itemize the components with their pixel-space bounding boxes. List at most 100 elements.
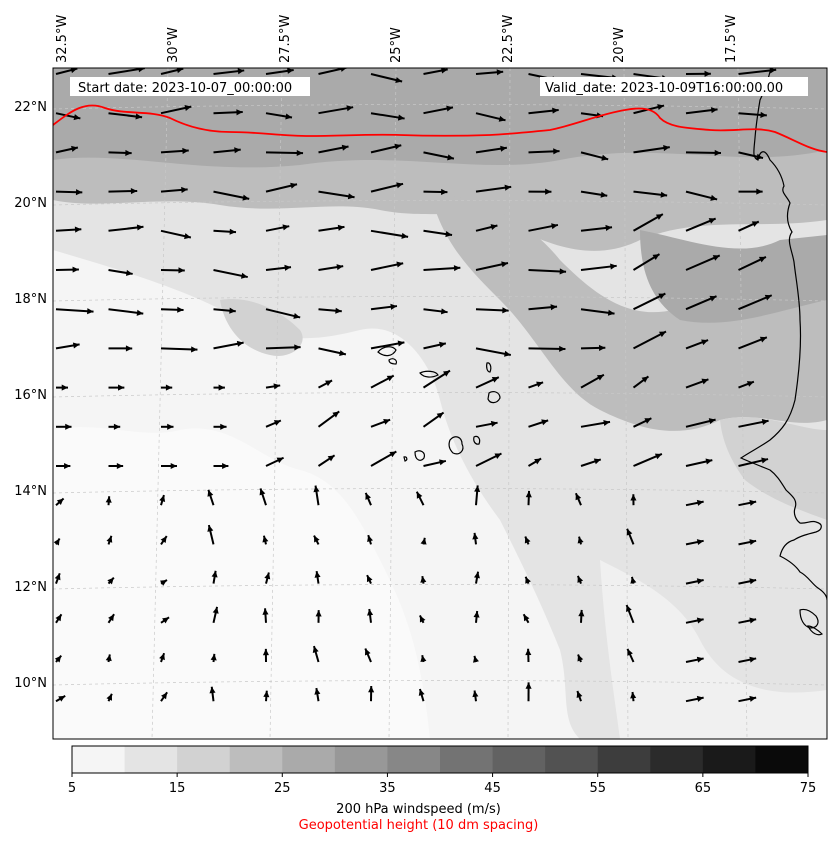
wind-arrow-head [420, 655, 427, 662]
map-frame [52, 67, 828, 740]
colorbar-swatch [282, 746, 336, 773]
wind-arrow-head [259, 488, 266, 496]
wind-arrow-head [473, 655, 479, 663]
wind-arrow-head [749, 617, 757, 624]
wind-arrow-head [276, 457, 284, 464]
wind-arrow-head [105, 654, 112, 662]
colorbar [72, 746, 809, 773]
wind-arrow-head [337, 224, 345, 231]
wind-arrow-head [749, 499, 757, 506]
wind-arrow-head [236, 109, 243, 116]
wind-arrow-head [176, 68, 184, 74]
map-panel: Start date: 2023-10-07_00:00:00 Valid_da… [53, 68, 827, 739]
wind-arrow-head [710, 194, 718, 201]
lon-label-22-5w: 22.5°W [501, 15, 516, 63]
wind-arrow-head [696, 499, 704, 506]
wind-arrow-head [386, 375, 394, 382]
wind-arrow-head [536, 381, 544, 388]
wind-arrow-head [769, 68, 777, 74]
wind-arrow-head [396, 261, 404, 268]
start-date-label: Start date: 2023-10-07_00:00:00 [78, 81, 292, 96]
wind-arrow-head [545, 188, 552, 195]
wind-arrow-head [273, 383, 281, 390]
colorbar-frame [71, 745, 809, 774]
lon-label-32-5w: 32.5°W [55, 15, 70, 63]
wind-arrow-head [655, 214, 663, 220]
wind-arrow-head [365, 492, 371, 500]
longitude-labels: 32.5°W 30°W 27.5°W 25°W 22.5°W 20°W 17.5… [55, 15, 739, 63]
wind-arrow-head [502, 307, 509, 314]
wind-arrow-head [576, 691, 583, 698]
graticule [53, 68, 827, 739]
wind-arrow-head [472, 690, 479, 698]
wind-arrow-head [367, 535, 373, 543]
wind-arrow-head [125, 269, 133, 276]
wind-arrow-head [710, 107, 718, 114]
wind-arrow-head [74, 226, 82, 233]
wind-arrow-head [523, 614, 530, 622]
wind-arrow-head [184, 233, 191, 240]
wind-arrow-head [314, 688, 321, 695]
wind-arrow-head [178, 267, 185, 274]
wind-arrow-head [368, 685, 375, 693]
wind-arrow-head [54, 573, 61, 581]
wind-arrow-head [72, 342, 80, 349]
wind-arrow-head [441, 68, 448, 74]
wind-arrow-head [394, 143, 402, 150]
wind-arrow-head [550, 304, 558, 311]
wind-arrow-head [242, 194, 250, 201]
wind-arrow-head [652, 254, 660, 261]
wind-arrow-head [314, 535, 320, 543]
colorbar-tick-label: 65 [695, 781, 712, 796]
wind-arrow-head [159, 653, 165, 661]
wind-arrow-head [749, 539, 757, 546]
wind-arrow-head [577, 654, 584, 662]
wind-arrow-head [262, 535, 269, 543]
wind-arrow-head [760, 111, 767, 118]
wind-vectors [53, 68, 777, 703]
wind-arrow-head [191, 346, 198, 353]
wind-arrow-head [749, 695, 757, 702]
wind-arrow-head [764, 294, 772, 301]
colorbar-tick-label: 55 [589, 781, 606, 796]
wind-arrow-head [596, 374, 604, 381]
wind-arrow-head [340, 68, 347, 72]
wind-arrow-head [118, 384, 125, 391]
wind-arrow-head [160, 579, 167, 586]
wind-arrow-head [759, 336, 767, 343]
wind-arrow-head [70, 68, 78, 74]
wind-arrow-head [708, 218, 716, 224]
wind-arrow-head [135, 113, 143, 120]
wind-arrow-head [758, 256, 766, 263]
wind-arrow-head [644, 418, 652, 424]
wind-arrow-head [383, 418, 391, 425]
wind-arrow-head [229, 307, 236, 314]
wind-arrow-head [159, 495, 166, 502]
wind-arrow-head [607, 309, 615, 316]
wind-arrow-head [167, 423, 174, 430]
wind-arrow-head [663, 145, 670, 152]
wind-arrow-head [712, 255, 720, 261]
wind-arrow-head [181, 186, 188, 193]
wind-arrow-head [325, 380, 333, 387]
wind-arrow-head [113, 423, 121, 430]
wind-arrow-head [630, 494, 637, 501]
colorbar-swatch [597, 746, 651, 773]
wind-arrow-head [282, 224, 290, 231]
colorbar-swatch [387, 746, 441, 773]
wind-arrow-head [593, 458, 601, 465]
lat-label-12n: 12°N [14, 580, 47, 595]
wind-arrow-head [605, 224, 613, 231]
wind-arrow-head [395, 77, 403, 84]
wind-arrow-head [598, 344, 606, 351]
wind-arrow-head [264, 572, 271, 580]
wind-arrow-head [654, 453, 662, 460]
wind-arrow-head [61, 384, 69, 391]
wind-arrow-head [125, 345, 133, 352]
wind-arrow-head [696, 617, 704, 624]
wind-arrow-head [136, 309, 144, 316]
wind-arrow-head [397, 340, 405, 347]
wind-arrow-head [262, 608, 269, 615]
wind-arrow-head [626, 528, 633, 536]
